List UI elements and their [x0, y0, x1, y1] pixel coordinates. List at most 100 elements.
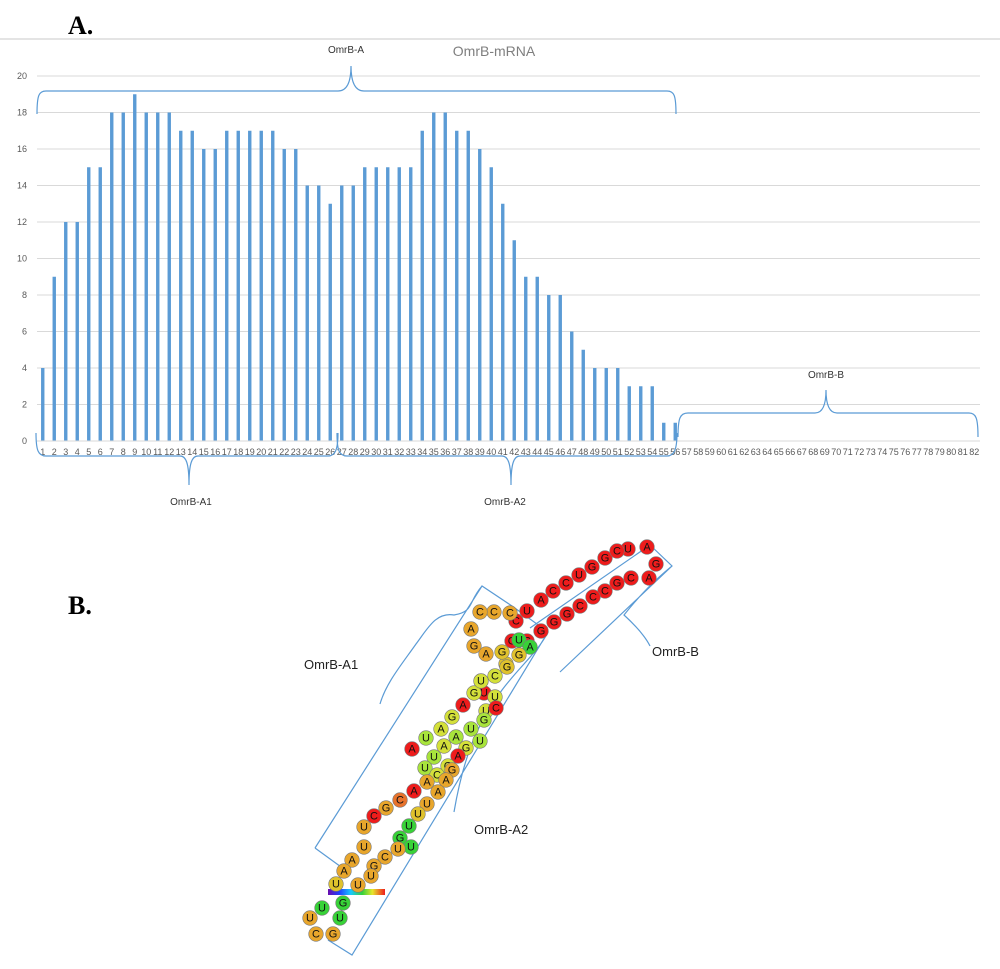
nucleotide-circle	[499, 659, 515, 675]
nucleotide-base: C	[370, 811, 378, 823]
bar	[305, 185, 309, 441]
nucleotide-circle	[623, 570, 639, 586]
x-tick-label: 63	[751, 447, 761, 457]
bar	[501, 203, 505, 441]
nucleotide-base: G	[613, 578, 622, 590]
nucleotide-base: C	[613, 546, 621, 558]
nucleotide-base: U	[360, 842, 368, 854]
nucleotide-circle	[448, 729, 464, 745]
nucleotide-circle	[325, 926, 341, 942]
bar	[248, 130, 252, 441]
bar	[512, 240, 516, 441]
bar	[466, 130, 470, 441]
x-tick-label: 68	[808, 447, 818, 457]
nucleotide-base: C	[512, 616, 520, 628]
nucleotide-base: A	[408, 744, 416, 756]
nucleotide-base: G	[563, 609, 572, 621]
x-tick-label: 32	[394, 447, 404, 457]
bar	[386, 167, 390, 441]
nucleotide-circle	[559, 606, 575, 622]
bar	[432, 112, 436, 441]
bar	[455, 130, 459, 441]
bar	[317, 185, 321, 441]
x-tick-label: 46	[555, 447, 565, 457]
nucleotide-circle	[356, 839, 372, 855]
nucleotide-circle	[302, 910, 318, 926]
nucleotide-base: U	[414, 809, 422, 821]
nucleotide-circle	[336, 863, 352, 879]
bar	[489, 167, 493, 441]
nucleotide-circle	[401, 818, 417, 834]
x-tick-label: 69	[820, 447, 830, 457]
nucleotide-base: U	[491, 692, 499, 704]
x-tick-label: 72	[854, 447, 864, 457]
nucleotide-base: U	[336, 913, 344, 925]
nucleotide-circle	[419, 774, 435, 790]
x-tick-label: 4	[75, 447, 80, 457]
x-axis-ticks: 1 2 3 4 5 6 7 8 9 10 11 12 13 14 15 16 17 18 19 20 21 22 23 24 2…	[40, 447, 979, 457]
x-tick-label: 58	[693, 447, 703, 457]
bar	[282, 149, 286, 441]
nucleotide-circle	[350, 877, 366, 893]
x-tick-label: 8	[121, 447, 126, 457]
nucleotide-base: A	[410, 786, 418, 798]
x-tick-label: 21	[268, 447, 278, 457]
bar	[363, 167, 367, 441]
nucleotide-base: C	[589, 592, 597, 604]
bar	[443, 112, 447, 441]
nucleotide-circle	[641, 570, 657, 586]
nucleotide-circle	[418, 730, 434, 746]
nucleotide-circle	[473, 673, 489, 689]
x-tick-label: 20	[256, 447, 266, 457]
x-tick-label: 33	[406, 447, 416, 457]
nucleotide-base: U	[480, 688, 488, 700]
nucleotide-base: G	[382, 803, 391, 815]
nucleotide-circle	[522, 639, 538, 655]
bar	[144, 112, 148, 441]
nucleotide-base: G	[329, 929, 338, 941]
y-tick-label: 20	[17, 71, 27, 81]
bar	[374, 167, 378, 441]
label-omrb-a: OmrB-A	[328, 45, 364, 56]
x-tick-label: 64	[762, 447, 772, 457]
x-tick-label: 66	[785, 447, 795, 457]
nucleotide-base: C	[490, 607, 498, 619]
nucleotide-circle	[328, 876, 344, 892]
nucleotide-base: C	[491, 671, 499, 683]
nucleotide-circle	[314, 900, 330, 916]
bar	[397, 167, 401, 441]
nucleotide-circle	[463, 721, 479, 737]
nucleotide-circle	[335, 895, 351, 911]
nucleotide-base: C	[576, 601, 584, 613]
bar	[535, 276, 539, 441]
nucleotide-circle	[419, 796, 435, 812]
bar	[351, 185, 355, 441]
nucleotide-base: U	[476, 736, 484, 748]
y-tick-label: 18	[17, 108, 27, 118]
x-tick-label: 48	[578, 447, 588, 457]
nucleotide-base: C	[549, 586, 557, 598]
nucleotide-base: U	[422, 733, 430, 745]
x-tick-label: 11	[153, 447, 162, 457]
bar	[524, 276, 528, 441]
x-tick-label: 3	[63, 447, 68, 457]
label-structure-omrb-a2: OmrB-A2	[474, 822, 528, 837]
x-tick-label: 39	[475, 447, 485, 457]
nucleotide-circle	[639, 539, 655, 555]
x-tick-label: 56	[670, 447, 680, 457]
x-tick-label: 62	[739, 447, 749, 457]
nucleotide-circle	[494, 644, 510, 660]
nucleotide-base: U	[624, 544, 632, 556]
nucleotide-circle	[433, 721, 449, 737]
y-tick-label: 14	[17, 181, 27, 191]
x-tick-label: 26	[325, 447, 335, 457]
nucleotide-base: U	[515, 635, 523, 647]
brace-omrb-a	[36, 65, 677, 115]
nucleotide-circle	[450, 748, 466, 764]
y-tick-label: 16	[17, 144, 27, 154]
x-tick-label: 79	[935, 447, 945, 457]
nucleotide-circle	[390, 841, 406, 857]
x-tick-label: 7	[109, 447, 114, 457]
x-tick-label: 57	[682, 447, 692, 457]
